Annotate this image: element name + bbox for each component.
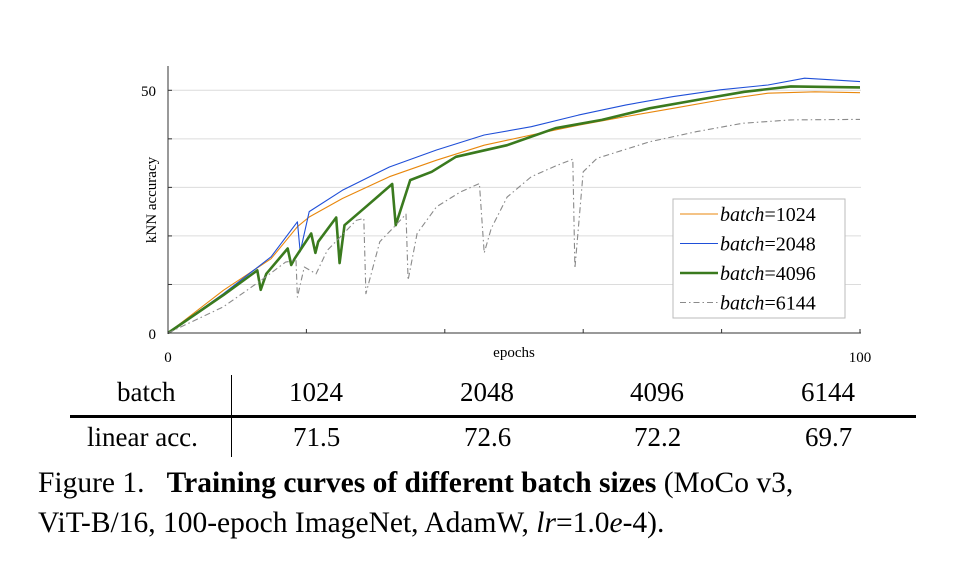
- figure-caption-line2: ViT-B/16, 100-epoch ImageNet, AdamW, lr=…: [38, 507, 664, 540]
- legend-label-1024: batch=1024: [720, 204, 816, 226]
- table-rule: [70, 415, 916, 418]
- table-header-value: 1024: [289, 377, 343, 407]
- caption-rest: (MoCo v3,: [656, 467, 794, 499]
- table-cell: 69.7: [805, 422, 853, 452]
- table-header-label: batch: [117, 377, 176, 407]
- y-tick-label-50: 50: [141, 84, 156, 100]
- table-vertical-rule: [231, 375, 232, 457]
- x-tick-label-0: 0: [164, 350, 172, 366]
- legend: batch=1024 batch=2048 batch=4096 batch=6144: [672, 198, 846, 319]
- y-axis-label: kNN accuracy: [144, 156, 160, 243]
- table-header-value: 6144: [801, 377, 855, 407]
- legend-label-2048: batch=2048: [720, 234, 816, 256]
- table-header-value: 4096: [630, 377, 684, 407]
- table-header-value: 2048: [460, 377, 514, 407]
- y-tick-label-0: 0: [149, 327, 157, 343]
- series-line-1024: [167, 91, 861, 334]
- caption-prefix: Figure 1.: [38, 467, 145, 499]
- caption-lr: lr: [536, 507, 556, 539]
- table-cell: 72.2: [634, 422, 682, 452]
- series-line-2048: [167, 77, 861, 334]
- caption-e: e: [609, 507, 623, 539]
- x-axis-label: epochs: [493, 345, 535, 361]
- table-row-label: linear acc.: [87, 422, 198, 452]
- figure-caption-line1: Figure 1. Training curves of different b…: [38, 467, 793, 500]
- caption-line2-c: -4).: [622, 507, 665, 539]
- caption-title: Training curves of different batch sizes: [166, 467, 657, 499]
- training-curves-chart: 0 50 0 100 epochs kNN accuracy batch=102…: [141, 66, 872, 366]
- table-cell: 71.5: [293, 422, 341, 452]
- caption-line2-a: ViT-B/16, 100-epoch ImageNet, AdamW,: [38, 507, 537, 539]
- x-tick-label-100: 100: [849, 350, 872, 366]
- legend-label-6144: batch=6144: [720, 293, 816, 315]
- series-line-4096: [167, 85, 861, 335]
- legend-label-4096: batch=4096: [720, 263, 816, 285]
- table-cell: 72.6: [464, 422, 512, 452]
- caption-line2-b: =1.0: [555, 507, 610, 539]
